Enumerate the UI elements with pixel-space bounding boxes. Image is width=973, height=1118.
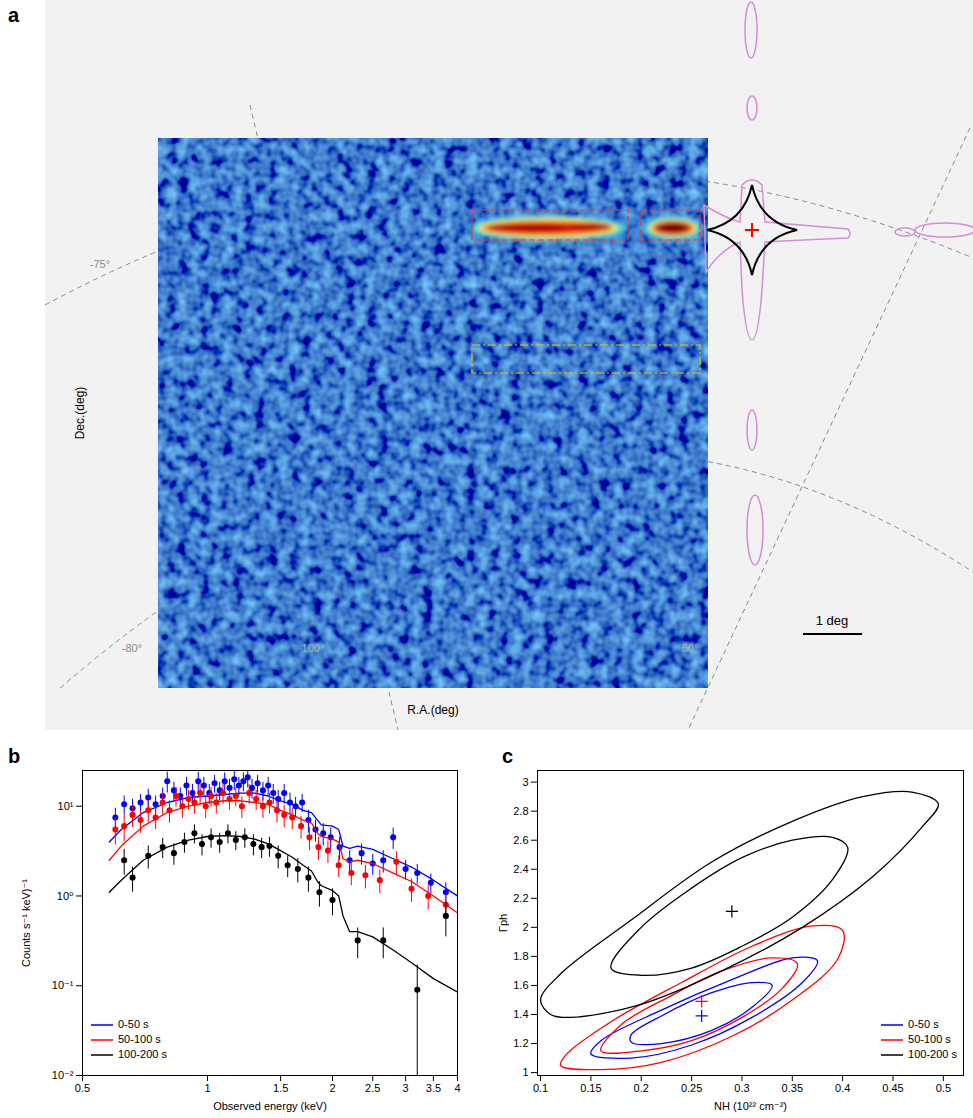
svg-text:R.A.(deg): R.A.(deg) [407, 703, 458, 717]
html-text:0-50 s: 0-50 s [118, 1018, 149, 1030]
svg-text:1.6: 1.6 [513, 979, 528, 991]
svg-text:10⁰: 10⁰ [57, 889, 74, 901]
html-text:50-100 s: 50-100 s [908, 1033, 951, 1045]
html-text:100-200 s: 100-200 s [908, 1048, 957, 1060]
svg-text:0.3: 0.3 [734, 1082, 749, 1094]
svg-text:Dec.(deg): Dec.(deg) [73, 387, 87, 440]
svg-text:Counts s⁻¹ keV)⁻¹: Counts s⁻¹ keV)⁻¹ [20, 879, 32, 967]
svg-text:3: 3 [403, 1082, 409, 1094]
svg-text:0.2: 0.2 [634, 1082, 649, 1094]
html-text:a: a [8, 4, 20, 26]
html-text:50-100 s: 50-100 s [118, 1033, 161, 1045]
svg-text:1 deg: 1 deg [816, 613, 849, 628]
svg-text:1.4: 1.4 [513, 1008, 528, 1020]
svg-text:3: 3 [522, 776, 528, 788]
svg-text:2.8: 2.8 [513, 805, 528, 817]
svg-text:2.6: 2.6 [513, 834, 528, 846]
svg-text:100°: 100° [302, 642, 325, 654]
html-text:100-200 s: 100-200 s [118, 1048, 167, 1060]
svg-text:-75°: -75° [90, 258, 110, 270]
svg-text:2: 2 [329, 1082, 335, 1094]
svg-text:10⁻¹: 10⁻¹ [52, 979, 74, 991]
svg-text:1.8: 1.8 [513, 950, 528, 962]
svg-text:1.5: 1.5 [273, 1082, 288, 1094]
svg-text:0.45: 0.45 [882, 1082, 903, 1094]
svg-text:0.1: 0.1 [533, 1082, 548, 1094]
svg-text:0.25: 0.25 [681, 1082, 702, 1094]
svg-text:0.4: 0.4 [835, 1082, 850, 1094]
svg-text:2.5: 2.5 [365, 1082, 380, 1094]
svg-text:0.5: 0.5 [936, 1082, 951, 1094]
svg-text:10¹: 10¹ [58, 800, 74, 812]
svg-text:Γph: Γph [497, 914, 509, 932]
svg-text:1: 1 [522, 1066, 528, 1078]
svg-text:2.4: 2.4 [513, 863, 528, 875]
svg-text:10⁻²: 10⁻² [52, 1069, 74, 1081]
svg-text:2: 2 [522, 921, 528, 933]
svg-text:1.2: 1.2 [513, 1037, 528, 1049]
svg-text:1: 1 [204, 1082, 210, 1094]
svg-text:0.35: 0.35 [782, 1082, 803, 1094]
svg-text:0.5: 0.5 [75, 1082, 90, 1094]
svg-text:-80°: -80° [122, 642, 142, 654]
html-text:c: c [502, 745, 514, 767]
svg-text:4: 4 [454, 1082, 460, 1094]
svg-text:2.2: 2.2 [513, 892, 528, 904]
svg-text:Observed energy (keV): Observed energy (keV) [213, 1100, 327, 1112]
html-text:0-50 s: 0-50 s [908, 1018, 939, 1030]
svg-text:NH (10²² cm⁻²): NH (10²² cm⁻²) [714, 1100, 787, 1112]
html-text:b: b [8, 745, 21, 767]
svg-text:0.15: 0.15 [580, 1082, 601, 1094]
svg-text:3.5: 3.5 [426, 1082, 441, 1094]
svg-text:50°: 50° [682, 642, 699, 654]
